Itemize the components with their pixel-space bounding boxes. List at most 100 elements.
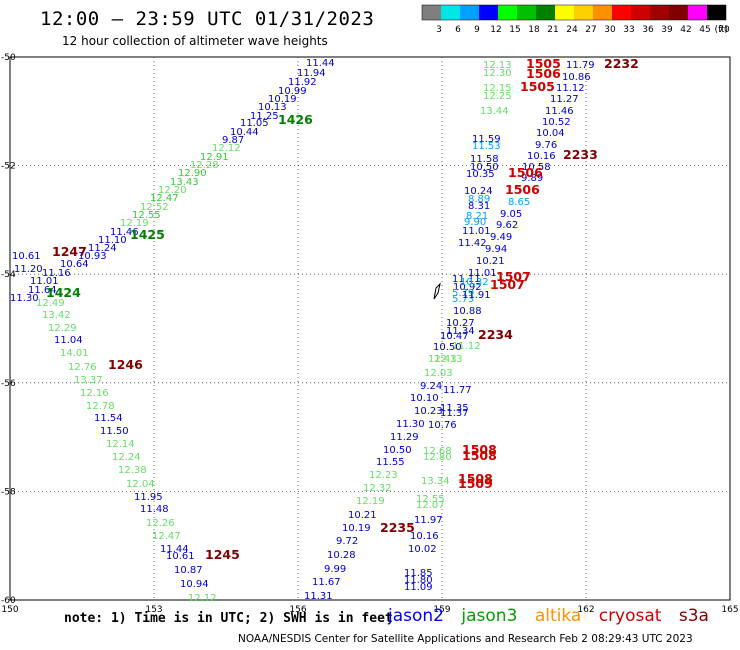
satellite-legend: jason2 jason3 altika cryosat s3a [388,606,721,626]
color-swatch [479,5,498,20]
color-swatch [612,5,631,20]
wave-height-label: 11.01 [468,268,497,279]
wave-height-label: 9.99 [324,564,346,575]
wave-height-label: 10.19 [268,94,297,105]
wave-height-label: 11.64 [28,285,57,296]
y-tick-label: -50 [1,53,16,63]
wave-height-label: 10.61 [12,251,41,262]
wave-height-label: 11.58 [470,154,499,165]
wave-height-label: 10.04 [536,128,565,139]
wave-height-label: 10.58 [522,162,551,173]
pass-time-label: 1505 [520,79,555,94]
wave-height-label: 12.55 [132,210,161,221]
wave-height-label: 10.35 [466,169,495,180]
wave-height-label: 11.44 [306,58,335,69]
wave-height-label: 11.97 [414,515,443,526]
x-tick-label: 159 [433,605,450,615]
color-swatch [650,5,669,20]
wave-height-label: 11.54 [94,413,123,424]
wave-height-label: 11.92 [288,77,317,88]
wave-height-label: 12.90 [178,168,207,179]
wave-height-label: 12.49 [36,298,65,309]
legend-altika: altika [534,606,582,626]
wave-height-label: 12.12 [212,143,241,154]
wave-height-label: 13.43 [170,177,199,188]
units-note: note: 1) Time is in UTC; 2) SWH is in fe… [64,611,393,626]
color-scale-label: 45 [699,25,710,35]
wave-height-label: 8.65 [508,197,530,208]
color-swatch [631,5,650,20]
pass-time-label: 1508 [462,448,497,463]
wave-height-label: 12.16 [80,388,109,399]
legend-jason3: jason3 [461,606,518,626]
island-outline [433,282,441,300]
x-tick-label: 162 [577,605,594,615]
wave-height-label: 11.30 [10,293,39,304]
map-frame [9,56,731,601]
color-swatch [593,5,612,20]
wave-height-label: 8.89 [468,194,490,205]
pass-time-label: 2232 [604,56,639,71]
pass-time-label: 1245 [205,547,240,562]
wave-height-label: 11.80 [404,575,433,586]
wave-height-label: 11.27 [550,94,579,105]
pass-time-label: 2235 [380,520,415,535]
wave-height-label: 12.91 [200,152,229,163]
color-swatch [574,5,593,20]
color-swatch [441,5,460,20]
wave-height-label: 11.16 [42,268,71,279]
wave-height-label: 11.12 [452,341,481,352]
wave-height-label: 12.15 [483,83,512,94]
wave-height-label: 12.52 [140,202,169,213]
pass-time-label: 1508 [462,442,497,457]
wave-height-label: 12.14 [106,439,135,450]
wave-height-label: 5.79 [452,288,474,299]
wave-height-label: 12.29 [48,323,77,334]
color-scale-unit: (ft) [714,25,728,35]
x-tick-label: 165 [721,605,738,615]
color-swatch [517,5,536,20]
wave-height-label: 11.94 [297,68,326,79]
wave-height-label: 9.90 [464,217,486,228]
pass-time-label: 1425 [130,227,165,242]
wave-height-label: 9.89 [521,173,543,184]
color-scale-label: 36 [642,25,654,35]
wave-height-label: 13.44 [480,106,509,117]
wave-height-label: 12.13 [483,60,512,71]
wave-height-label: 11.01 [462,226,491,237]
wave-height-label: 11.31 [304,591,333,602]
wave-height-label: 11.95 [134,492,163,503]
y-tick-label: -52 [1,162,16,172]
wave-height-label: 9.94 [485,244,507,255]
wave-height-label: 11.85 [404,568,433,579]
wave-height-label: 10.19 [342,523,371,534]
wave-height-label: 10.99 [278,86,307,97]
color-swatch [536,5,555,20]
wave-height-label: 11.37 [440,408,469,419]
wave-height-label: 11.77 [443,385,472,396]
wave-height-label: 12.24 [112,452,141,463]
wave-height-label: 11.10 [98,235,127,246]
wave-height-label: 9.72 [336,536,358,547]
page-subtitle: 12 hour collection of altimeter wave hei… [62,34,328,48]
pass-time-label: 1507 [490,277,525,292]
wave-height-label: 10.50 [470,162,499,173]
wave-height-label: 11.04 [54,335,83,346]
color-scale-label: 33 [623,25,634,35]
wave-height-label: 12.04 [126,479,155,490]
page-title: 12:00 — 23:59 UTC 01/31/2023 [40,8,375,30]
color-swatch [707,5,726,20]
wave-height-label: 12.68 [423,446,452,457]
color-scale-label: 15 [509,25,520,35]
wave-height-label: 12.07 [416,500,445,511]
wave-height-label: 12.80 [423,452,452,463]
wave-height-label: 10.13 [258,102,287,113]
wave-height-label: 11.59 [472,134,501,145]
wave-height-label: 12.76 [68,362,97,373]
x-tick-label: 156 [289,605,306,615]
color-swatch [555,5,574,20]
wave-height-label: 10.44 [230,127,259,138]
wave-height-label: 11.44 [160,544,189,555]
wave-height-label: 12.47 [152,531,181,542]
